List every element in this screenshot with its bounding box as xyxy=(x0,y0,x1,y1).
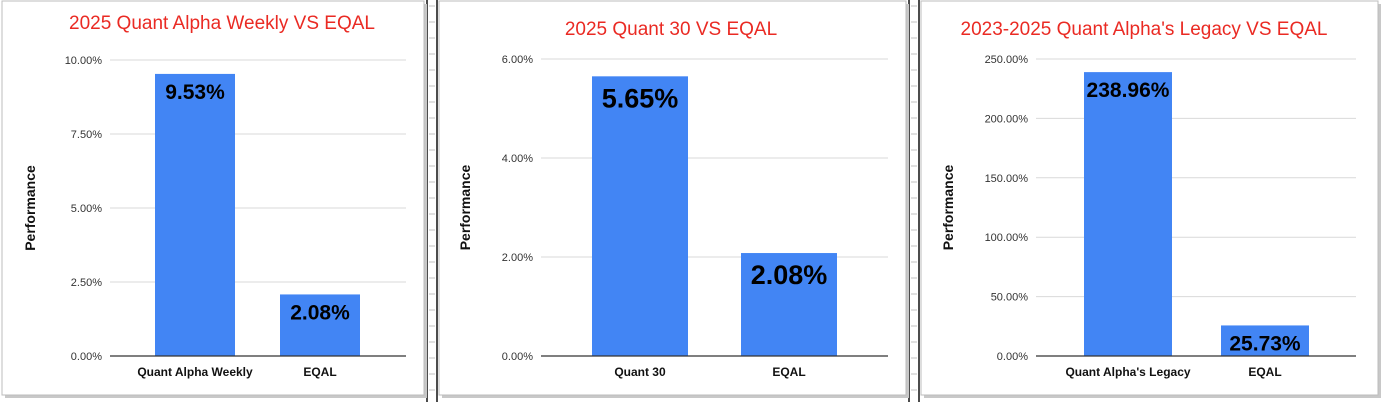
y-tick-label: 200.00% xyxy=(985,113,1029,125)
y-tick-label: 10.00% xyxy=(65,55,103,67)
data-label: 238.96% xyxy=(1087,79,1170,102)
chart-panel-3: 2023-2025 Quant Alpha's Legacy VS EQAL Pe… xyxy=(920,0,1381,398)
x-category-label: Quant Alpha's Legacy xyxy=(1065,365,1190,379)
x-category-label: EQAL xyxy=(1248,365,1281,379)
y-tick-label: 150.00% xyxy=(985,173,1029,185)
y-tick-label: 250.00% xyxy=(985,54,1029,66)
bar xyxy=(155,73,235,357)
x-category-label: Quant 30 xyxy=(614,365,666,379)
bar xyxy=(280,294,360,356)
y-tick-label: 0.00% xyxy=(71,351,102,363)
y-tick-label: 5.00% xyxy=(71,203,102,215)
data-label: 5.65% xyxy=(602,83,679,113)
bar xyxy=(1221,325,1309,356)
data-label: 25.73% xyxy=(1229,332,1301,355)
bar xyxy=(741,253,837,356)
bar xyxy=(592,76,688,356)
y-tick-label: 100.00% xyxy=(985,232,1029,244)
chart-panel-2: 2025 Quant 30 VS EQAL Performance 0.00% 2.0… xyxy=(438,0,909,398)
y-tick-label: 6.00% xyxy=(502,54,533,66)
data-label: 2.08% xyxy=(290,301,350,324)
data-label: 9.53% xyxy=(165,81,225,104)
y-axis-title: Performance xyxy=(22,165,38,251)
chart-title: 2023-2025 Quant Alpha's Legacy VS EQAL xyxy=(961,19,1328,40)
y-tick-label: 2.50% xyxy=(71,277,102,289)
y-tick-label: 2.00% xyxy=(502,252,533,264)
chart-title: 2025 Quant 30 VS EQAL xyxy=(565,19,777,40)
y-tick-label: 0.00% xyxy=(997,351,1028,363)
data-label: 2.08% xyxy=(751,260,828,290)
y-tick-label: 0.00% xyxy=(502,351,533,363)
y-axis-title: Performance xyxy=(457,164,473,250)
chart-panel-1: 2025 Quant Alpha Weekly VS EQAL Performan… xyxy=(1,0,427,398)
chart-title: 2025 Quant Alpha Weekly VS EQAL xyxy=(69,13,375,34)
x-category-label: Quant Alpha Weekly xyxy=(137,365,253,379)
y-tick-label: 7.50% xyxy=(71,129,102,141)
x-category-label: EQAL xyxy=(303,365,336,379)
y-tick-label: 50.00% xyxy=(991,292,1029,304)
y-tick-label: 4.00% xyxy=(502,153,533,165)
bar xyxy=(1084,72,1172,357)
x-category-label: EQAL xyxy=(772,365,805,379)
y-axis-title: Performance xyxy=(940,164,956,250)
